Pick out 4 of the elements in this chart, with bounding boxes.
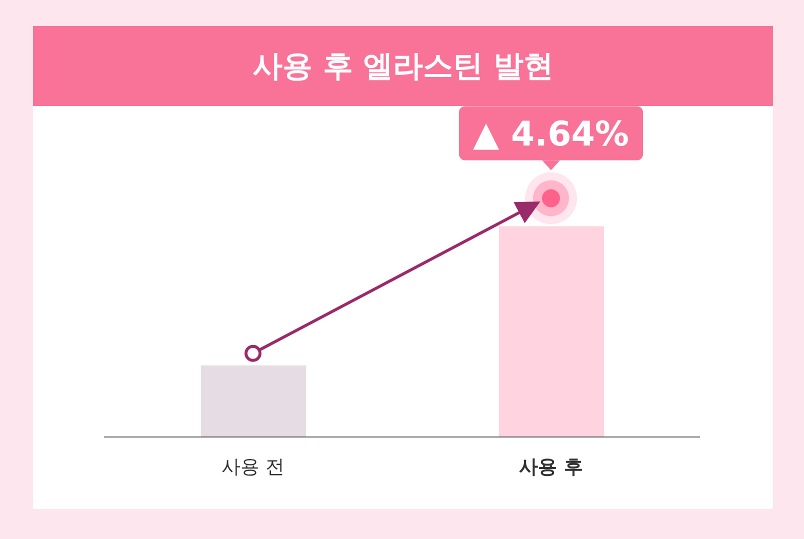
x-tick-label: 사용 전	[221, 456, 285, 478]
annotation: ▲ 4.64%	[473, 114, 629, 154]
x-tick-label: 사용 후	[519, 456, 583, 478]
chart-title: 사용 후 엘라스틴 발현	[33, 26, 773, 106]
